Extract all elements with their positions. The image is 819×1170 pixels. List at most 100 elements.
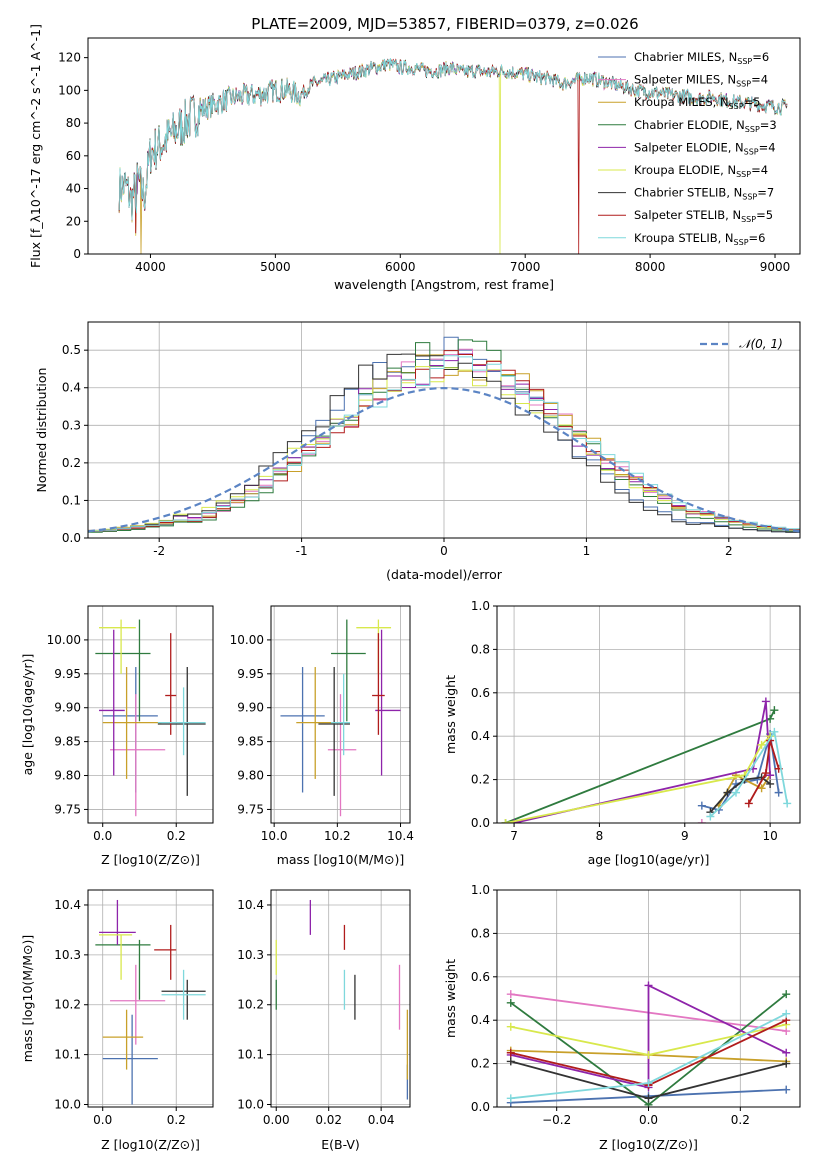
- legend-label: Kroupa ELODIE, NSSP=4: [634, 163, 768, 179]
- spectrum-line: [118, 58, 788, 221]
- y-tick-label: 120: [58, 51, 81, 65]
- y-tick-label: 9.85: [54, 735, 81, 749]
- x-tick-label: 0.0: [93, 829, 112, 843]
- y-tick-label: 0.5: [62, 343, 81, 357]
- legend-label: Chabrier STELIB, NSSP=7: [634, 186, 774, 202]
- x-tick-label: 7: [510, 829, 518, 843]
- x-tick-label: 10: [762, 829, 777, 843]
- y-tick-label: 9.80: [237, 769, 264, 783]
- x-tick-label: 10.0: [261, 829, 288, 843]
- x-tick-label: −0.2: [542, 1113, 571, 1127]
- x-tick-label: 0.2: [731, 1113, 750, 1127]
- x-tick-label: 10.2: [324, 829, 351, 843]
- y-tick-label: 10.0: [54, 1098, 81, 1112]
- histogram-step: [88, 355, 800, 533]
- x-tick-label: 8: [596, 829, 604, 843]
- plot-area: [95, 619, 206, 817]
- weight-marker: [753, 775, 762, 784]
- weight-marker: [761, 697, 770, 706]
- y-tick-label: 0.6: [471, 686, 490, 700]
- figure-title: PLATE=2009, MJD=53857, FIBERID=0379, z=0…: [251, 15, 638, 33]
- weight-line: [505, 709, 776, 823]
- spectrum-line: [118, 58, 788, 254]
- plot-area: [88, 336, 800, 534]
- weight-marker: [766, 771, 775, 780]
- y-tick-label: 10.2: [237, 998, 264, 1012]
- y-tick-label: 0.1: [62, 493, 81, 507]
- axes-frame: [270, 889, 411, 1108]
- x-tick-label: 2: [725, 544, 733, 558]
- y-tick-label: 0.4: [471, 729, 490, 743]
- y-tick-label: 10.1: [54, 1048, 81, 1062]
- y-axis-label: mass [log10(M/M⊙)]: [20, 935, 35, 1063]
- y-tick-label: 9.90: [54, 701, 81, 715]
- spectrum-line: [118, 58, 788, 254]
- y-tick-label: 0.0: [471, 1100, 490, 1114]
- y-tick-label: 9.95: [237, 667, 264, 681]
- y-tick-label: 0.8: [471, 642, 490, 656]
- axes-residual-histograms: -2 -1 0 1 2 0.0 0.1 0.2 0.3 0.4 0.5 (data-model)/er…: [34, 321, 801, 582]
- y-tick-label: 10.1: [237, 1048, 264, 1062]
- weight-marker: [506, 990, 515, 999]
- weight-marker: [706, 812, 715, 821]
- weight-marker: [510, 819, 519, 823]
- axes-mass-vs-E-B-V-: 0.00 0.02 0.04 10.0 10.1 10.2 10.3 10.4 E(B-V): [237, 889, 411, 1152]
- y-tick-label: 10.00: [230, 633, 264, 647]
- y-tick-label: 1.0: [471, 883, 490, 897]
- weight-marker: [644, 1094, 653, 1103]
- x-axis-label: Z [log10(Z/Z⊙)]: [599, 1137, 698, 1152]
- y-axis-label: mass weight: [443, 675, 458, 754]
- weight-marker: [783, 799, 792, 808]
- axes-age-vs-mass: 10.0 10.2 10.4 9.75 9.80 9.85 9.90 9.95 10.00 mas…: [230, 605, 414, 867]
- y-tick-label: 0.4: [62, 381, 81, 395]
- axes-mass-weight-vs-age: 7 8 9 10 0.0 0.2 0.4 0.6 0.8 1.0 age [log10(age/yr…: [443, 599, 801, 867]
- legend-label: 𝒩(0, 1): [739, 337, 783, 351]
- plot-area: [280, 619, 401, 817]
- plot-area: [275, 899, 409, 1100]
- x-tick-label: 0.0: [93, 1113, 112, 1127]
- weight-marker: [644, 1079, 653, 1088]
- weight-marker: [644, 1050, 653, 1059]
- weight-marker: [744, 799, 753, 808]
- legend-label: Kroupa STELIB, NSSP=6: [634, 231, 765, 247]
- legend-label: Chabrier MILES, NSSP=6: [634, 50, 769, 66]
- x-tick-label: 0.2: [167, 829, 186, 843]
- x-tick-label: 0.0: [639, 1113, 658, 1127]
- y-tick-label: 40: [66, 182, 81, 196]
- y-tick-label: 0.2: [62, 456, 81, 470]
- y-tick-label: 10.3: [237, 948, 264, 962]
- weight-marker: [761, 769, 770, 778]
- x-tick-label: 0.00: [263, 1113, 290, 1127]
- legend-label: Salpeter MILES, NSSP=4: [634, 73, 768, 89]
- y-tick-label: 0.0: [471, 816, 490, 830]
- y-tick-label: 60: [66, 149, 81, 163]
- weight-marker: [757, 784, 766, 793]
- x-tick-label: 9000: [760, 260, 791, 274]
- x-tick-label: 9: [681, 829, 689, 843]
- x-tick-label: 0: [440, 544, 448, 558]
- weight-marker: [697, 819, 706, 823]
- y-tick-label: 10.0: [237, 1098, 264, 1112]
- weight-marker: [774, 788, 783, 797]
- x-tick-label: 4000: [135, 260, 166, 274]
- legend-label: Chabrier ELODIE, NSSP=3: [634, 118, 777, 134]
- x-axis-label: Z [log10(Z/Z⊙)]: [101, 1137, 200, 1152]
- x-axis-label: E(B-V): [321, 1137, 360, 1152]
- weight-marker: [770, 727, 779, 736]
- weight-marker: [506, 998, 515, 1007]
- y-tick-label: 9.95: [54, 667, 81, 681]
- axes-frame: [496, 605, 801, 824]
- weight-marker: [506, 1094, 515, 1103]
- weight-marker: [501, 819, 510, 823]
- x-axis-label: mass [log10(M/M⊙)]: [277, 852, 405, 867]
- y-tick-label: 10.3: [54, 948, 81, 962]
- axes-frame: [270, 605, 411, 824]
- y-tick-label: 10.4: [54, 898, 81, 912]
- y-axis-label: age [log10(age/yr)]: [20, 654, 35, 776]
- weight-marker: [506, 1022, 515, 1031]
- y-tick-label: 0.3: [62, 418, 81, 432]
- weight-line: [748, 740, 780, 804]
- y-axis-label: Normed distribution: [34, 368, 49, 493]
- y-tick-label: 0.0: [62, 531, 81, 545]
